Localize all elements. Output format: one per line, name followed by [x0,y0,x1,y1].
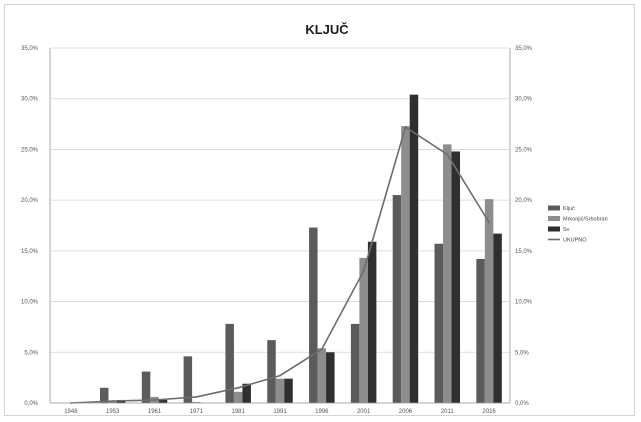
y-right-tick-label: 10,0% [515,300,533,306]
y-right-tick-label: 35,0% [515,46,533,52]
line-point [404,126,407,129]
bar [267,340,276,403]
line-point [153,399,156,401]
line-group [70,125,490,404]
x-tick-label: 1948 [64,409,78,415]
y-left-tick-label: 20,0% [21,198,39,204]
x-tick-label: 2006 [399,409,413,415]
legend-label: UKUPNO [563,238,587,244]
line-point [111,400,114,402]
legend-label: Sv [563,227,570,233]
axes-group: 0,0% 0,0% 5,0% 5,0% 10,0% 10,0% 15,0% 15,0% 20,0… [21,46,533,415]
bar [99,387,109,403]
y-right-tick-label: 20,0% [515,198,533,204]
bar [401,126,410,403]
line-point [446,153,449,156]
legend-label: Mrkonjić/Srbobran [563,217,608,223]
line-point [362,270,365,273]
legend-swatch [548,226,560,232]
x-tick-label: 2011 [441,409,455,415]
y-left-tick-label: 30,0% [21,97,39,103]
bar [392,195,402,403]
line-point [320,348,323,351]
chart-frame [4,4,635,416]
x-tick-label: 1991 [273,409,287,415]
bar [326,352,335,403]
line-point [279,374,281,377]
y-left-tick-label: 0,0% [24,401,38,407]
x-tick-label: 1996 [315,409,329,415]
y-right-tick-label: 25,0% [515,147,533,153]
x-tick-label: 1971 [190,409,204,415]
bars-group [99,94,502,404]
bar [367,241,377,403]
bar [183,356,193,403]
bar [476,258,485,403]
legend-swatch [548,205,560,211]
y-left-tick-label: 10,0% [21,300,39,306]
y-left-tick-label: 35,0% [21,46,39,52]
y-right-tick-label: 15,0% [515,249,533,255]
bar [359,257,368,403]
y-right-tick-label: 5,0% [515,350,529,356]
x-tick-label: 1961 [148,409,162,415]
y-right-tick-label: 0,0% [515,401,529,407]
x-tick-label: 1981 [232,409,246,415]
bar [484,199,494,403]
bar [141,371,151,403]
legend-swatch [548,216,560,221]
bar [317,348,327,403]
y-left-tick-label: 25,0% [21,147,39,153]
legend: Ključ Mrkonjić/Srbobran Sv UKUPNO [548,205,608,244]
chart-title: KLJUČ [305,22,349,37]
bar [409,94,419,404]
bar [443,144,452,403]
y-right-tick-label: 30,0% [515,97,533,103]
bar [242,383,251,403]
bar [233,391,243,403]
bar [158,399,168,403]
bar [108,400,117,403]
bar [192,401,201,403]
line-point [195,396,198,398]
y-left-tick-label: 15,0% [21,249,39,255]
bar [225,323,234,403]
series-line [70,125,490,404]
bar [275,378,285,403]
bar [284,378,293,403]
x-tick-label: 2001 [357,409,371,415]
line-point [237,386,240,389]
line-point [488,221,490,224]
legend-label: Ključ [563,206,575,212]
x-tick-label: 2016 [482,409,496,415]
bar [451,151,461,403]
y-left-tick-label: 5,0% [24,350,38,356]
bar [309,227,318,403]
bar [493,233,502,403]
bar [434,243,444,403]
x-tick-label: 1953 [106,409,120,415]
bar [350,323,360,403]
